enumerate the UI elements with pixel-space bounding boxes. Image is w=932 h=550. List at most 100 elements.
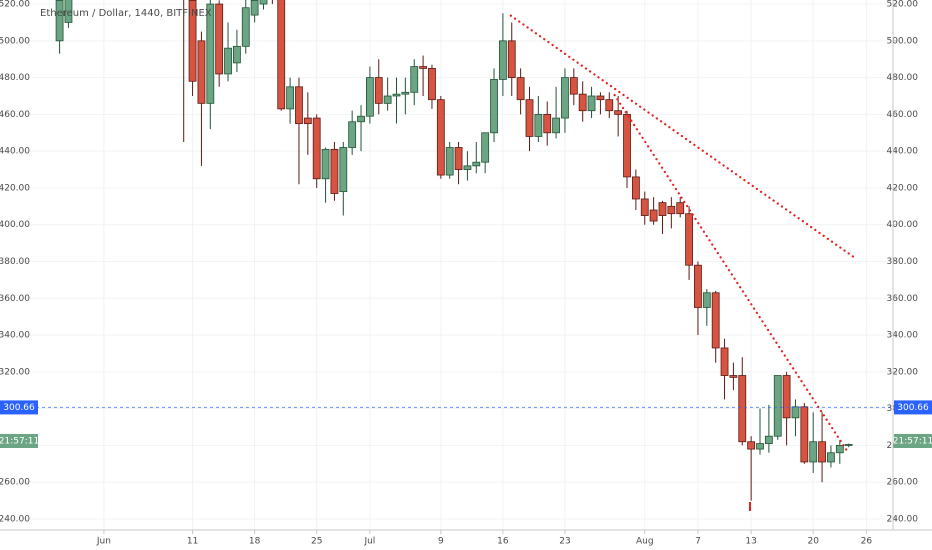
candle-body: [277, 0, 286, 110]
y-tick-label: 480.00: [887, 73, 919, 83]
candle-body: [649, 209, 658, 222]
candle-body: [818, 441, 826, 463]
candle-body: [233, 45, 241, 64]
x-tick-label: 7: [695, 537, 701, 547]
candle-body: [791, 406, 800, 419]
y-tick-label: 240.00: [887, 514, 919, 524]
x-tick-label: 23: [559, 537, 570, 547]
candle-body: [206, 3, 215, 104]
x-tick-label: 13: [745, 537, 756, 547]
candle-body: [472, 161, 481, 167]
y-tick-label-left: 320.00: [0, 367, 30, 377]
price-line-box: [894, 400, 932, 415]
candle-body: [357, 115, 365, 123]
candle-body: [507, 40, 516, 79]
candle-body: [569, 77, 578, 95]
candle-body: [498, 40, 507, 80]
candle-body: [436, 99, 445, 176]
candle-body: [747, 441, 756, 450]
y-tick-label-left: 240.00: [0, 514, 30, 524]
candle-body: [215, 3, 224, 75]
candle-body: [658, 202, 667, 216]
x-tick-label: Aug: [636, 537, 654, 547]
candle-body: [702, 292, 711, 308]
y-tick-label: 380.00: [887, 257, 919, 267]
price-line-label: 300.66: [3, 403, 35, 413]
candle-body: [729, 375, 738, 378]
y-tick-label: 440.00: [887, 147, 919, 157]
candle-body: [383, 95, 392, 104]
candle-body: [764, 435, 773, 444]
candle-body: [312, 117, 321, 180]
y-tick-label-left: 440.00: [0, 147, 30, 157]
candle-body: [711, 292, 720, 349]
candle-body: [374, 77, 383, 104]
y-tick-label: 360.00: [887, 294, 919, 304]
candle-body: [596, 95, 605, 101]
y-tick-label-left: 260.00: [0, 478, 30, 488]
candle-body: [640, 198, 649, 216]
candle-body: [631, 176, 640, 200]
y-tick-label-left: 420.00: [0, 183, 30, 193]
candle-body: [676, 202, 685, 215]
candle-body: [578, 93, 587, 112]
x-tick-label: 25: [311, 537, 322, 547]
y-tick-label-left: 400.00: [0, 220, 30, 230]
candle-body: [463, 165, 472, 170]
x-tick-label: 9: [438, 537, 444, 547]
candle-body: [286, 86, 295, 110]
candle-body: [330, 148, 339, 194]
candle-body: [241, 7, 250, 47]
candle-body: [250, 0, 259, 16]
x-tick-label: Jun: [96, 537, 111, 547]
y-tick-label: 520.00: [887, 0, 919, 10]
candle-body: [224, 47, 232, 75]
trendline: [613, 93, 849, 454]
x-tick-label: 20: [807, 537, 819, 547]
y-tick-label: 400.00: [887, 220, 919, 230]
candle-body: [667, 205, 676, 215]
candle-body: [348, 121, 357, 148]
candle-body: [339, 147, 348, 193]
candle-body: [835, 445, 844, 454]
countdown-box: [0, 433, 38, 448]
candle-body: [614, 110, 623, 115]
y-tick-label-left: 480.00: [0, 73, 30, 83]
candle-body: [197, 40, 206, 104]
y-tick-label: 420.00: [887, 183, 919, 193]
candle-body: [410, 66, 419, 93]
candle-body: [303, 117, 312, 124]
x-tick-label: 11: [187, 537, 198, 547]
candle-body: [259, 0, 268, 5]
y-tick-label: 340.00: [887, 331, 919, 341]
candle-body: [694, 264, 702, 308]
candle-body: [605, 99, 614, 112]
candle-body: [587, 95, 596, 112]
candle-body: [738, 375, 747, 443]
candle-body: [782, 375, 791, 419]
candle-body: [188, 0, 197, 82]
candle-body: [365, 77, 374, 117]
candle-body: [428, 68, 436, 101]
y-tick-label: 320.00: [887, 367, 919, 377]
price-line-label: 300.66: [897, 403, 929, 413]
chart-title: Ethereum / Dollar, 1440, BITFINEX: [40, 8, 212, 19]
y-tick-label-left: 500.00: [0, 36, 30, 46]
y-tick-label-left: 360.00: [0, 294, 30, 304]
candle-body: [809, 441, 818, 463]
x-tick-label: 18: [249, 537, 261, 547]
countdown-box: [894, 433, 932, 448]
candle-body: [516, 77, 525, 101]
candle-body: [800, 406, 809, 463]
candle-body: [827, 452, 835, 463]
y-tick-label-left: 340.00: [0, 331, 30, 341]
candle-body: [392, 93, 401, 97]
candle-body: [454, 147, 463, 170]
candle-body: [401, 91, 410, 95]
y-tick-label: 460.00: [887, 110, 919, 120]
candle-body: [685, 213, 693, 266]
candle-body: [419, 66, 427, 69]
candle-body: [481, 132, 490, 163]
